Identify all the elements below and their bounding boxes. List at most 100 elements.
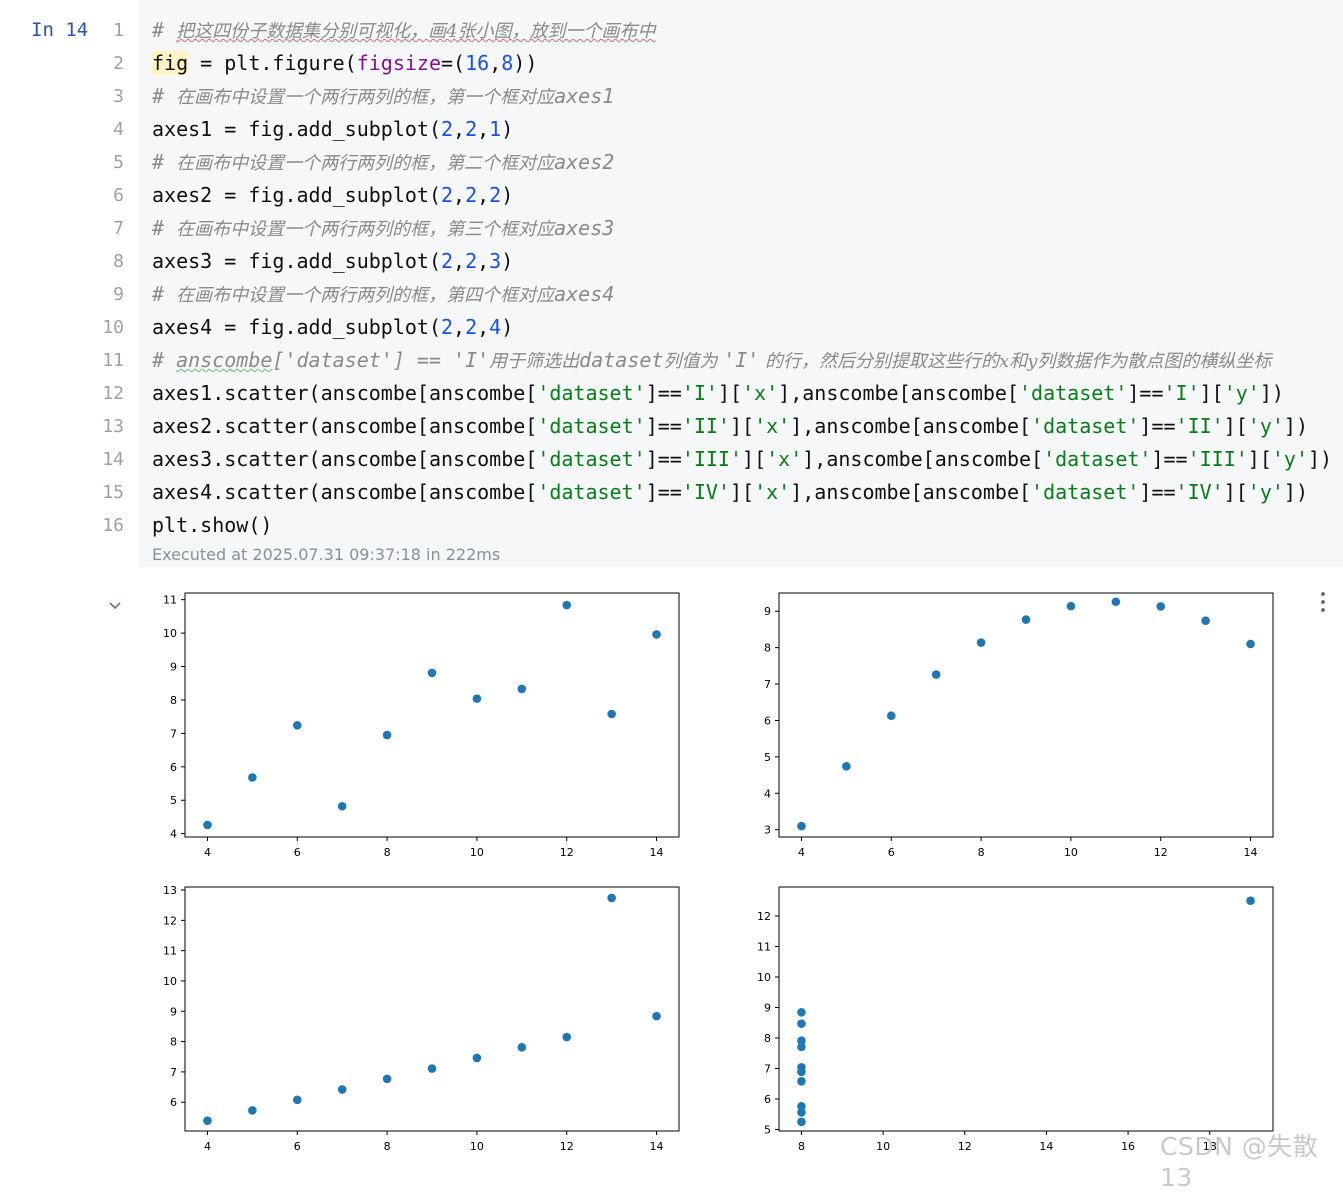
code-token: # [152,150,177,174]
scatter-point [931,670,941,679]
code-line[interactable]: plt.show() [152,509,1343,542]
line-number: 8 [113,251,124,272]
code-token: axes2.scatter(anscombe[anscombe[ [152,414,538,438]
code-token: 列值为 [663,351,724,372]
code-token: , [477,117,490,141]
code-line[interactable]: axes4.scatter(anscombe[anscombe['dataset… [152,476,1343,509]
code-token: axes3 [554,216,615,240]
code-line[interactable]: axes4 = fig.add_subplot(2,2,4) [152,311,1343,344]
code-token: =( [441,51,466,75]
scatter-point [976,638,986,647]
code-token: ]) [1283,414,1309,438]
line-number: 4 [113,119,124,140]
code-token: ]== [645,447,682,471]
code-token: ) [501,249,514,273]
scatter-point [292,1095,302,1105]
scatter-point [472,694,482,703]
code-token: 2 [465,117,478,141]
code-token: 'III' [681,447,743,471]
code-token: 'I' [1163,381,1200,405]
scatter-point [797,1067,806,1077]
code-token: axes2 = fig.add_subplot( [152,183,441,207]
code-token: 2 [440,117,454,141]
code-token: ]== [1127,381,1164,405]
code-token: 'y' [1247,414,1284,438]
code-line[interactable]: # 在画布中设置一个两行两列的框，第四个框对应axes4 [152,278,1343,311]
line-number-gutter: 1 2 3 4 5 6 7 8 9 10 11 12 13 14 15 16 [88,14,124,542]
code-token: 'I' [681,381,718,405]
code-token: axes1.scatter(anscombe[anscombe[ [152,381,538,405]
code-token: axes1 = fig.add_subplot( [152,117,441,141]
y-tick-label: 8 [764,1032,771,1045]
code-token: 2 [465,315,478,339]
x-tick-label: 10 [470,846,484,859]
code-line[interactable]: axes2.scatter(anscombe[anscombe['dataset… [152,410,1343,443]
code-token: ]== [1139,480,1176,504]
scatter-point [1021,615,1031,624]
scatter-point [427,668,437,678]
line-number: 5 [113,152,124,173]
code-line[interactable]: fig = plt.figure(figsize=(16,8)) [152,47,1343,80]
code-line[interactable]: axes3.scatter(anscombe[anscombe['dataset… [152,443,1343,476]
code-token: ][ [1223,480,1248,504]
code-token: plt.show() [152,513,273,537]
scatter-point [607,709,616,719]
line-number: 14 [102,449,124,470]
line-number: 3 [113,86,124,107]
code-token: ][ [1247,447,1272,471]
code-lines[interactable]: # 把这四份子数据集分别可视化，画4张小图，放到一个画布中 fig = plt.f… [152,14,1343,542]
more-vertical-icon[interactable] [1313,590,1333,616]
y-tick-label: 10 [163,975,177,988]
scatter-point [517,684,527,694]
code-token: ][ [729,480,755,504]
code-token: 用于筛选出 [489,351,580,372]
scatter-point [472,1053,482,1063]
subplot-axes-4: 8 10 12 14 16 18 5 6 7 8 9 10 11 12 [757,886,1274,1153]
code-cell-editor[interactable] [139,0,1343,567]
code-token: 16 [465,51,490,75]
line-number: 16 [102,515,124,536]
y-tick-label: 9 [170,661,177,674]
y-tick-label: 11 [163,945,177,958]
chevron-down-icon[interactable] [106,597,124,615]
scatter-point [797,1042,806,1052]
code-token: ) [501,315,514,339]
code-token: ['dataset'] == 'I' [272,348,490,372]
y-tick-label: 5 [170,794,177,807]
code-line[interactable]: axes2 = fig.add_subplot(2,2,2) [152,179,1343,212]
output-figure: 4 6 8 10 12 14 4 5 6 7 8 9 10 11 4 6 8 10 12 14 3 4 5 6 7 8 9 4 6 8 10… [163,592,1274,1153]
code-token: 'II' [681,414,730,438]
code-token: # [152,84,177,108]
code-token: ]== [645,381,682,405]
line-number: 1 [113,20,124,41]
code-token: axes1 [554,84,615,108]
code-line[interactable]: # 在画布中设置一个两行两列的框，第三个框对应axes3 [152,212,1343,245]
code-token: ][ [717,381,743,405]
code-token: 2 [465,183,478,207]
y-tick-label: 7 [170,727,177,740]
scatter-point [337,801,347,811]
code-token: # [152,282,177,306]
axes-frame [184,886,680,1132]
y-tick-label: 6 [764,1093,771,1106]
x-tick-label: 10 [876,1140,890,1153]
code-token: , [477,315,490,339]
code-token: ][ [1199,381,1224,405]
scatter-point [797,1101,806,1111]
y-tick-label: 8 [764,642,771,655]
code-line[interactable]: axes1 = fig.add_subplot(2,2,1) [152,113,1343,146]
code-line[interactable]: axes3 = fig.add_subplot(2,2,3) [152,245,1343,278]
code-line[interactable]: # 在画布中设置一个两行两列的框，第一个框对应axes1 [152,80,1343,113]
code-line[interactable]: axes1.scatter(anscombe[anscombe['dataset… [152,377,1343,410]
code-token: 'dataset' [537,447,646,471]
code-line[interactable]: # anscombe['dataset'] == 'I'用于筛选出dataset… [152,344,1343,377]
code-token: 'IV' [681,480,730,504]
line-number: 15 [102,482,124,503]
execution-prompt: In 14 [31,19,89,41]
x-tick-label: 12 [560,1140,574,1153]
axes-frame [184,592,680,838]
code-line[interactable]: # 把这四份子数据集分别可视化，画4张小图，放到一个画布中 [152,14,1343,47]
code-token: ],anscombe[anscombe[ [790,480,1032,504]
code-token: dataset [579,348,664,372]
code-line[interactable]: # 在画布中设置一个两行两列的框，第二个框对应axes2 [152,146,1343,179]
